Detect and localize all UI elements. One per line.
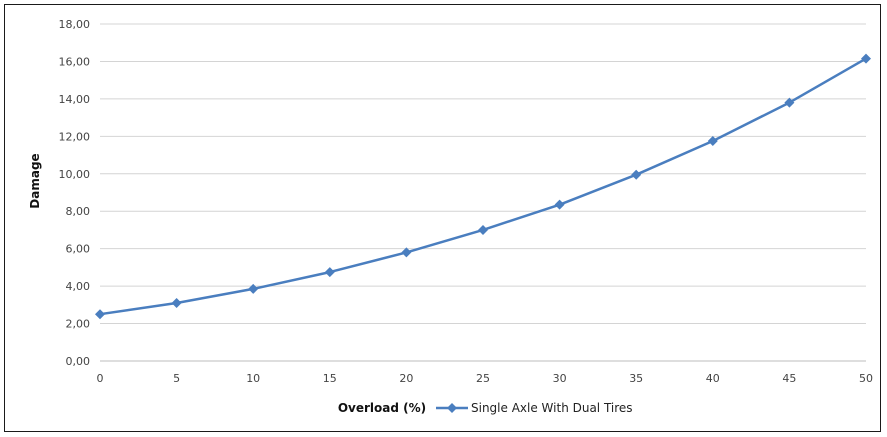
- y-tick-label: 10,00: [59, 168, 91, 181]
- x-tick-label: 5: [173, 372, 180, 385]
- y-tick-label: 18,00: [59, 18, 91, 31]
- y-tick-label: 6,00: [66, 243, 91, 256]
- y-tick-labels: 0,00 2,00 4,00 6,00 8,00 10,00 12,00 14,00 16,00…: [59, 18, 91, 368]
- y-tick-label: 12,00: [59, 130, 91, 143]
- y-tick-label: 8,00: [66, 205, 91, 218]
- x-tick-label: 35: [629, 372, 643, 385]
- chart-frame: 0,00 2,00 4,00 6,00 8,00 10,00 12,00 14,00 16,00…: [4, 4, 881, 432]
- x-axis-title: Overload (%): [338, 401, 426, 415]
- x-tick-label: 20: [399, 372, 413, 385]
- data-point-marker: [861, 53, 871, 64]
- x-tick-labels: 0 5 10 15 20 25 30 35 40 45 50: [97, 372, 874, 385]
- line-chart: 0,00 2,00 4,00 6,00 8,00 10,00 12,00 14,00 16,00…: [28, 18, 874, 415]
- x-tick-label: 40: [706, 372, 720, 385]
- y-tick-label: 0,00: [66, 355, 91, 368]
- data-point-marker: [324, 267, 335, 278]
- data-point-marker: [171, 297, 182, 308]
- data-point-marker: [95, 309, 105, 320]
- legend: Single Axle With Dual Tires: [436, 401, 633, 415]
- y-tick-label: 4,00: [66, 280, 91, 293]
- y-tick-label: 2,00: [66, 318, 91, 331]
- legend-label: Single Axle With Dual Tires: [471, 401, 633, 415]
- x-tick-label: 15: [323, 372, 337, 385]
- series-line: [99, 57, 867, 316]
- y-tick-label: 16,00: [59, 55, 91, 68]
- data-point-marker: [707, 136, 718, 147]
- data-point-marker: [554, 199, 565, 210]
- data-point-marker: [631, 169, 642, 180]
- x-tick-label: 0: [97, 372, 104, 385]
- gridlines: [100, 23, 866, 325]
- x-tick-label: 50: [859, 372, 873, 385]
- series-layer: [95, 53, 871, 320]
- x-tick-label: 45: [782, 372, 796, 385]
- y-axis-title: Damage: [28, 153, 42, 208]
- data-point-marker: [478, 224, 488, 235]
- x-tick-label: 25: [476, 372, 490, 385]
- legend-diamond-marker: [447, 403, 457, 413]
- data-point-marker: [784, 97, 795, 108]
- x-tick-label: 30: [553, 372, 567, 385]
- x-tick-label: 10: [246, 372, 260, 385]
- data-point-marker: [401, 247, 412, 258]
- y-tick-label: 14,00: [59, 93, 91, 106]
- data-point-marker: [248, 283, 259, 294]
